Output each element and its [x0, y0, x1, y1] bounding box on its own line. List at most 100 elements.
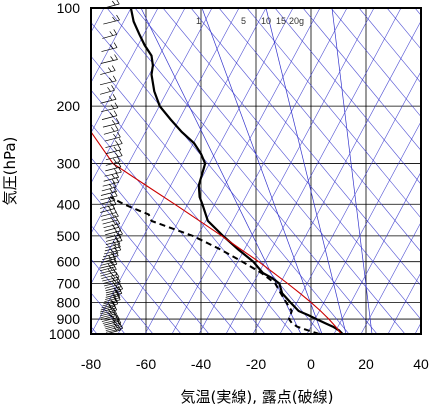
wind-barb-flag: [109, 44, 114, 49]
wind-barb-flag: [116, 319, 121, 325]
wind-barb-shaft: [100, 212, 117, 217]
moist-adiabat-line: [91, 22, 350, 334]
wind-barb: [105, 161, 122, 172]
mixing-ratio-label: 15: [276, 16, 286, 26]
wind-barb-shaft: [99, 199, 116, 205]
wind-barb-flag: [110, 104, 115, 109]
wind-barb-shaft: [104, 322, 121, 328]
wind-barb-flag: [117, 144, 122, 150]
x-tick-label: 40: [413, 356, 429, 372]
wind-barb-flag: [107, 302, 112, 308]
wind-barb-flag: [114, 274, 119, 280]
moist-adiabat-line: [91, 191, 210, 334]
wind-barb-flag: [113, 110, 118, 116]
wind-barb: [103, 244, 122, 255]
wind-barb-flag: [114, 312, 118, 318]
wind-barb-shaft: [100, 191, 117, 196]
wind-barb-flag: [114, 214, 118, 221]
wind-barb-shaft: [101, 186, 117, 192]
wind-barb-flag: [109, 112, 114, 117]
wind-barb: [104, 131, 121, 142]
wind-barb-flag: [116, 294, 121, 300]
wind-barb-shaft: [104, 246, 121, 252]
wind-barb-flag: [109, 188, 113, 193]
wind-barb-flag: [109, 31, 114, 36]
dry-adiabat-line: [414, 322, 421, 334]
wind-barb-flag: [109, 260, 114, 266]
wind-barb-shaft: [100, 261, 117, 266]
temperature-line: [129, 8, 344, 334]
y-tick-label: 300: [57, 156, 81, 172]
wind-barb-shaft: [101, 274, 118, 279]
wind-barb-shaft: [104, 136, 121, 142]
dry-adiabat-line: [91, 8, 132, 84]
wind-barb-shaft: [104, 281, 121, 287]
wind-barb-flag: [114, 152, 119, 157]
wind-barb-shaft: [103, 129, 119, 135]
wind-barb-shaft: [105, 143, 123, 148]
wind-barb-flag: [118, 235, 123, 241]
dry-adiabat-line: [91, 8, 267, 334]
wind-barb-shaft: [103, 320, 119, 326]
wind-barb-flag: [115, 271, 120, 278]
moist-adiabat-line: [91, 89, 294, 334]
wind-barb-shaft: [103, 19, 120, 25]
moist-adiabat-line: [274, 8, 421, 185]
wind-barb-shaft: [100, 263, 118, 269]
series-layer: [91, 8, 344, 334]
wind-barb-flag: [109, 266, 113, 271]
wind-barb-flag: [113, 243, 117, 249]
wind-barb-shaft: [105, 324, 120, 330]
wind-barb-shaft: [100, 313, 117, 319]
wind-barb-flag: [111, 85, 115, 91]
mixing-ratio-line: [265, 8, 347, 334]
wind-barb-shaft: [101, 258, 116, 263]
plot-frame: [90, 7, 422, 335]
wind-barb: [104, 0, 120, 9]
wind-barb-shaft: [103, 299, 121, 305]
wind-barb-shaft: [102, 34, 117, 39]
wind-barb-flag: [116, 290, 120, 296]
wind-barb-flag: [112, 310, 116, 316]
wind-barb-shaft: [103, 223, 120, 229]
dry-adiabat-line: [387, 271, 421, 334]
wind-barb-shaft: [100, 59, 118, 64]
mixing-ratio-label: 5: [241, 16, 246, 26]
wind-barb: [100, 94, 117, 104]
wind-barb-flag: [111, 266, 116, 273]
wind-barb-flag: [112, 181, 117, 188]
wind-barb-shaft: [105, 293, 122, 298]
wind-barb-flag: [116, 156, 121, 162]
dry-adiabat-line: [171, 8, 348, 334]
wind-barb-shaft: [103, 279, 119, 284]
moist-adiabat-line: [91, 224, 182, 334]
x-tick-label: -40: [191, 356, 211, 372]
wind-barb: [105, 144, 122, 155]
wind-barb-flag: [113, 133, 117, 139]
y-tick-label: 400: [57, 196, 81, 212]
x-tick-label: 20: [358, 356, 374, 372]
wind-barb-flag: [115, 125, 119, 131]
wind-barb-flag: [113, 42, 118, 48]
wind-barb-shaft: [105, 290, 122, 296]
wind-barb-shaft: [100, 305, 116, 311]
dry-adiabat-line: [360, 221, 421, 334]
wind-barb-shaft: [102, 255, 119, 261]
wind-barb-shaft: [99, 266, 116, 272]
y-tick-label: 900: [57, 311, 81, 327]
wind-barb-flag: [115, 316, 120, 322]
wind-barb-shaft: [105, 233, 123, 239]
wind-barb-shaft: [105, 243, 121, 249]
wind-barb-flag: [113, 308, 117, 314]
moist-adiabat-line: [106, 8, 378, 334]
wind-barb-flag: [117, 131, 121, 138]
wind-barb: [104, 222, 120, 232]
wind-barb-shaft: [105, 327, 123, 333]
wind-barb-flag: [118, 150, 123, 156]
wind-barb-shaft: [103, 252, 119, 258]
wind-barb: [105, 235, 123, 245]
wind-barb-flag: [111, 0, 116, 6]
wind-barb: [105, 156, 121, 166]
